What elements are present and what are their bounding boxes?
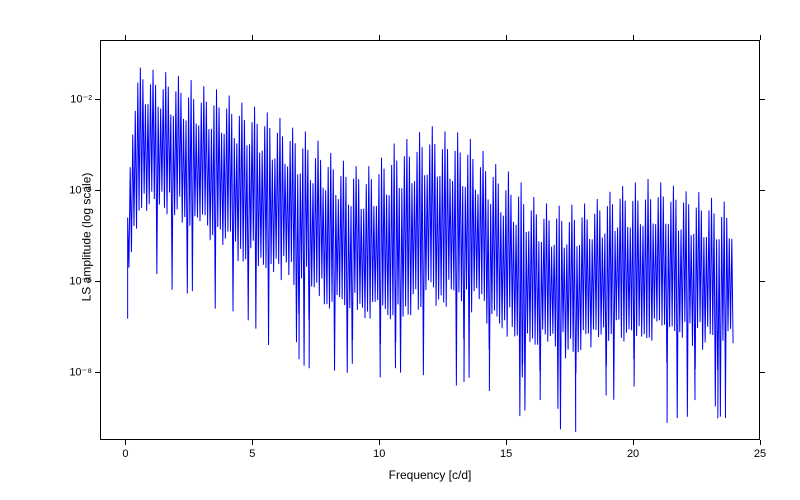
x-tick-label: 20 [627, 448, 639, 460]
y-tick-label: 10⁻⁴ [58, 184, 92, 197]
x-tick [506, 440, 507, 445]
x-tick [760, 35, 761, 40]
y-tick-label: 10⁻² [58, 93, 92, 106]
x-tick-label: 15 [500, 448, 512, 460]
y-tick [95, 372, 100, 373]
y-tick [95, 99, 100, 100]
x-tick [379, 35, 380, 40]
x-tick [125, 440, 126, 445]
y-tick [760, 99, 765, 100]
x-axis-label: Frequency [c/d] [370, 468, 490, 482]
x-tick [760, 440, 761, 445]
x-tick [506, 35, 507, 40]
y-tick [760, 190, 765, 191]
y-tick-label: 10⁻⁸ [58, 365, 92, 378]
x-tick [379, 440, 380, 445]
x-tick-label: 10 [373, 448, 385, 460]
chart-container: Frequency [c/d] LS amplitude (log scale)… [0, 0, 800, 500]
y-tick [760, 281, 765, 282]
x-tick [252, 35, 253, 40]
y-tick [95, 190, 100, 191]
x-tick [252, 440, 253, 445]
x-tick [125, 35, 126, 40]
x-tick [633, 440, 634, 445]
spectrum-line [101, 41, 761, 441]
y-tick [760, 372, 765, 373]
y-tick-label: 10⁻⁶ [58, 274, 92, 287]
x-tick-label: 5 [249, 448, 255, 460]
x-tick [633, 35, 634, 40]
x-tick-label: 25 [754, 448, 766, 460]
y-tick [95, 281, 100, 282]
plot-area [100, 40, 760, 440]
x-tick-label: 0 [122, 448, 128, 460]
